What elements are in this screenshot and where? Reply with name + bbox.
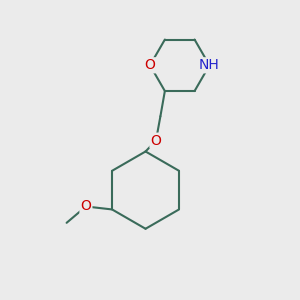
Text: O: O bbox=[151, 134, 161, 148]
Text: O: O bbox=[145, 58, 155, 72]
Text: NH: NH bbox=[199, 58, 220, 72]
Text: O: O bbox=[80, 200, 92, 214]
